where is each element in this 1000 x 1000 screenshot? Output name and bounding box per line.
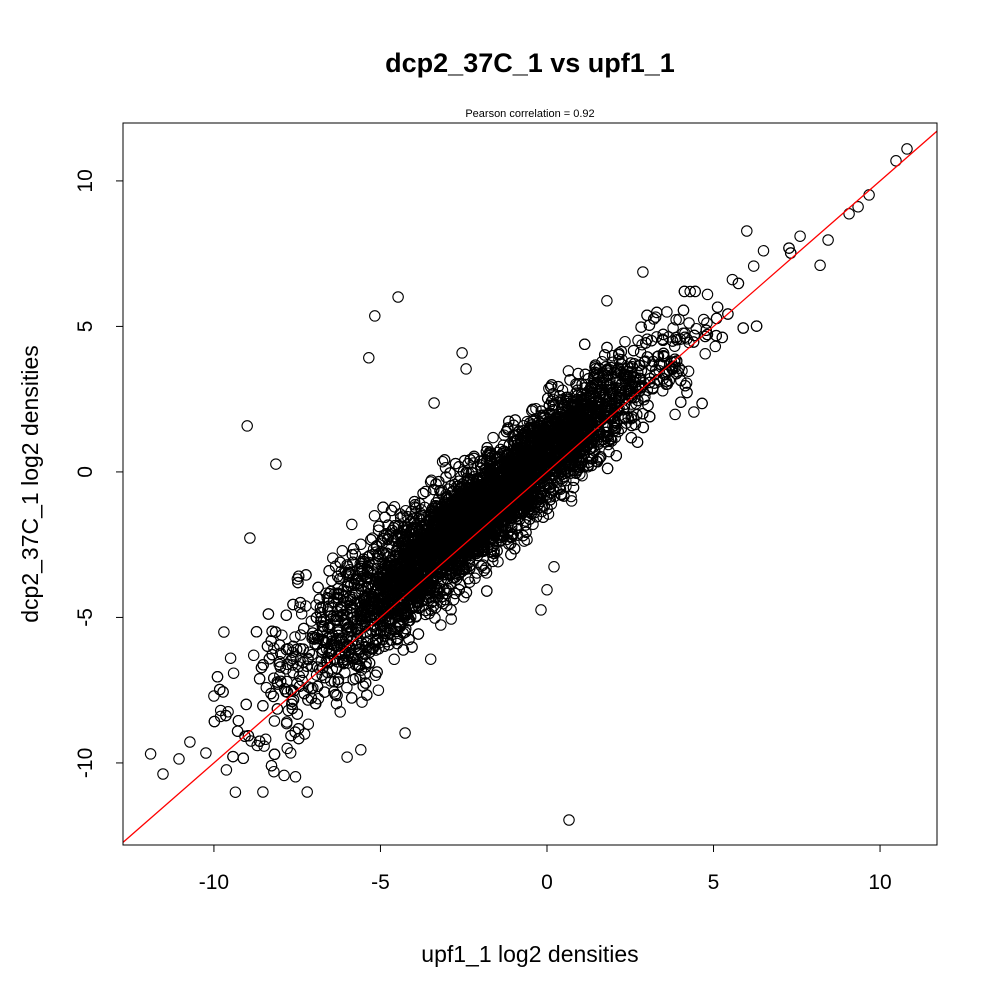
data-point — [341, 559, 353, 571]
data-point — [280, 663, 292, 675]
data-point — [255, 661, 268, 674]
data-point — [294, 596, 307, 609]
data-point — [372, 684, 385, 696]
data-point — [682, 365, 695, 378]
data-point — [227, 667, 240, 679]
data-point — [683, 317, 695, 329]
data-point — [259, 733, 272, 746]
data-point — [619, 335, 631, 348]
data-point — [669, 408, 681, 421]
data-point — [467, 457, 480, 469]
data-point — [229, 786, 242, 798]
data-point — [278, 769, 290, 782]
points-layer — [144, 143, 913, 826]
data-point — [680, 377, 693, 389]
data-point — [747, 260, 760, 272]
data-point — [649, 311, 662, 323]
data-point — [292, 576, 304, 589]
data-point — [681, 386, 693, 399]
data-point — [388, 653, 400, 666]
data-point — [783, 242, 795, 254]
data-point — [268, 715, 281, 727]
data-point — [293, 601, 306, 613]
data-point — [295, 608, 308, 620]
data-point — [356, 696, 368, 708]
data-point — [287, 598, 299, 611]
data-point — [274, 661, 287, 673]
data-point — [334, 706, 346, 718]
data-point — [331, 689, 343, 702]
data-point — [436, 455, 449, 468]
data-point — [603, 445, 615, 458]
data-point — [280, 609, 293, 621]
data-point — [240, 698, 252, 711]
data-point — [572, 367, 584, 380]
data-point — [631, 436, 644, 448]
data-point — [477, 559, 489, 571]
data-point — [346, 518, 358, 531]
data-point — [220, 764, 233, 776]
data-point — [281, 716, 293, 728]
data-point — [388, 501, 401, 513]
data-point — [376, 633, 389, 646]
data-point — [222, 706, 234, 718]
data-point — [668, 340, 681, 352]
data-point — [289, 771, 302, 783]
data-point — [578, 338, 591, 351]
data-point — [292, 732, 305, 745]
data-point — [449, 457, 462, 470]
data-point — [274, 669, 286, 682]
data-point — [310, 669, 323, 681]
data-point — [253, 673, 266, 685]
data-point — [567, 474, 580, 487]
data-point — [336, 545, 349, 557]
data-point — [635, 321, 647, 333]
data-point — [268, 642, 280, 654]
data-point — [378, 640, 390, 653]
data-point — [709, 340, 722, 353]
data-point — [435, 619, 447, 631]
data-point — [615, 345, 628, 358]
data-point — [320, 587, 332, 599]
data-point — [701, 317, 713, 329]
data-point — [289, 631, 301, 643]
data-point — [424, 653, 437, 665]
data-point — [554, 483, 567, 495]
data-point — [521, 533, 533, 546]
data-point — [289, 726, 301, 738]
data-point — [302, 718, 315, 730]
data-point — [699, 348, 711, 360]
data-point — [406, 641, 418, 653]
data-point — [286, 659, 299, 671]
data-point — [247, 649, 260, 662]
data-point — [445, 613, 457, 625]
chart-subtitle: Pearson correlation = 0.92 — [465, 108, 594, 120]
data-point — [268, 672, 280, 684]
data-point — [276, 629, 288, 641]
data-point — [341, 681, 353, 694]
data-point — [487, 431, 499, 444]
data-point — [690, 322, 703, 335]
data-point — [294, 629, 307, 641]
data-point — [213, 683, 226, 696]
data-point — [607, 382, 619, 394]
chart-title: dcp2_37C_1 vs upf1_1 — [385, 48, 675, 78]
data-point — [710, 312, 723, 325]
data-point — [697, 313, 710, 326]
data-point — [481, 585, 493, 597]
data-point — [434, 484, 446, 497]
data-point — [632, 334, 644, 347]
data-point — [419, 485, 432, 498]
data-point — [362, 635, 374, 647]
data-point — [701, 288, 714, 301]
data-point — [726, 273, 739, 286]
data-point — [673, 313, 685, 326]
data-point — [368, 510, 381, 522]
data-point — [291, 677, 303, 690]
